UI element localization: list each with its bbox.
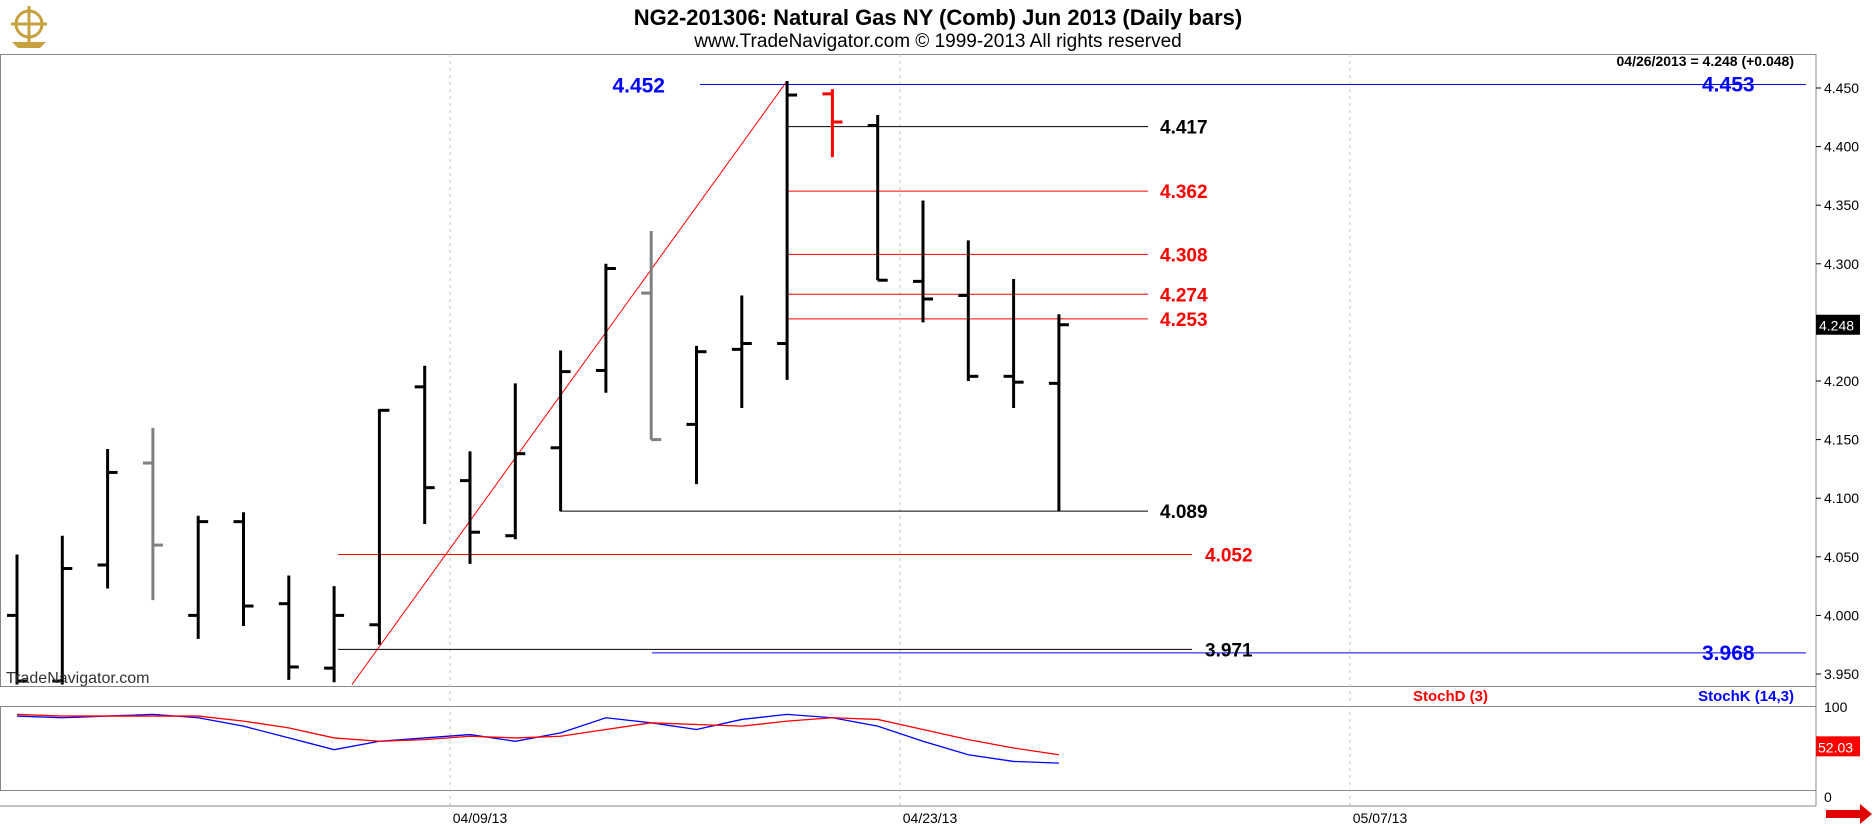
stoch-k-line bbox=[16, 713, 1059, 764]
y-tick-label: 4.400 bbox=[1824, 139, 1859, 155]
y-tick-label: 4.000 bbox=[1824, 607, 1859, 623]
x-tick-label: 04/09/13 bbox=[453, 810, 508, 826]
y-tick-label: 4.200 bbox=[1824, 373, 1859, 389]
y-tick-label: 4.150 bbox=[1824, 432, 1859, 448]
x-tick-label: 04/23/13 bbox=[903, 810, 958, 826]
last-quote: 04/26/2013 = 4.248 (+0.048) bbox=[1617, 53, 1794, 69]
level-label: 4.089 bbox=[1160, 502, 1208, 523]
y-tick-label: 4.100 bbox=[1824, 490, 1859, 506]
stoch-k-legend: StochK (14,3) bbox=[1698, 688, 1794, 705]
stoch-last-box bbox=[1816, 736, 1860, 757]
price-panel-frame bbox=[0, 54, 1817, 687]
stoch-last-label: 52.03 bbox=[1818, 739, 1853, 755]
last-price-label: 4.248 bbox=[1819, 318, 1854, 334]
level-label: 4.308 bbox=[1160, 245, 1208, 266]
watermark: TradeNavigator.com bbox=[6, 670, 149, 687]
level-label: 4.362 bbox=[1160, 182, 1208, 203]
scroll-right-arrow-icon bbox=[1826, 804, 1872, 824]
stoch-tick-label: 100 bbox=[1824, 699, 1848, 715]
y-tick-label: 4.450 bbox=[1824, 80, 1859, 96]
level-label: 4.417 bbox=[1160, 118, 1208, 139]
y-tick-label: 4.300 bbox=[1824, 256, 1859, 272]
y-tick-label: 4.350 bbox=[1824, 197, 1859, 213]
level-label: 3.968 bbox=[1702, 642, 1755, 665]
stoch-d-legend: StochD (3) bbox=[1413, 688, 1488, 705]
x-tick-label: 05/07/13 bbox=[1353, 810, 1408, 826]
logo bbox=[4, 2, 54, 50]
level-label: 4.274 bbox=[1160, 285, 1208, 306]
level-label: 3.971 bbox=[1205, 640, 1253, 661]
level-label: 4.452 bbox=[612, 75, 665, 98]
trend-line bbox=[351, 80, 788, 685]
level-label: 4.253 bbox=[1160, 310, 1208, 331]
chart-subtitle: www.TradeNavigator.com © 1999-2013 All r… bbox=[694, 31, 1182, 52]
y-tick-label: 3.950 bbox=[1824, 666, 1859, 682]
y-tick-label: 4.050 bbox=[1824, 549, 1859, 565]
level-label: 4.453 bbox=[1702, 73, 1755, 96]
stoch-tick-label: 0 bbox=[1824, 789, 1832, 805]
stoch-d-line bbox=[16, 713, 1059, 756]
stoch-panel-frame bbox=[0, 706, 1817, 791]
level-label: 4.052 bbox=[1205, 545, 1253, 566]
last-price-box bbox=[1816, 314, 1860, 335]
chart-title: NG2-201306: Natural Gas NY (Comb) Jun 20… bbox=[633, 5, 1243, 30]
